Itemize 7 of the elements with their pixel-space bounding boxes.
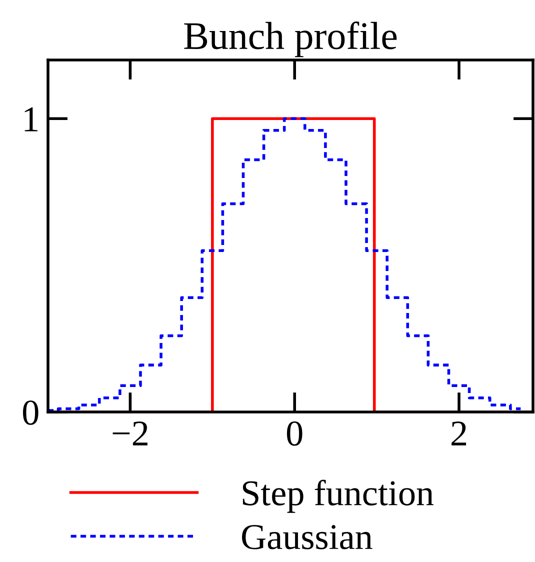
x-tick-label: −2 xyxy=(112,421,148,446)
legend-label: Gaussian xyxy=(242,525,372,550)
x-tick-label: 0 xyxy=(286,421,302,446)
x-tick-label: 2 xyxy=(452,421,466,446)
chart-title: Bunch profile xyxy=(184,22,397,58)
legend-label: Step function xyxy=(242,480,434,513)
y-tick-label: 1 xyxy=(24,107,38,132)
